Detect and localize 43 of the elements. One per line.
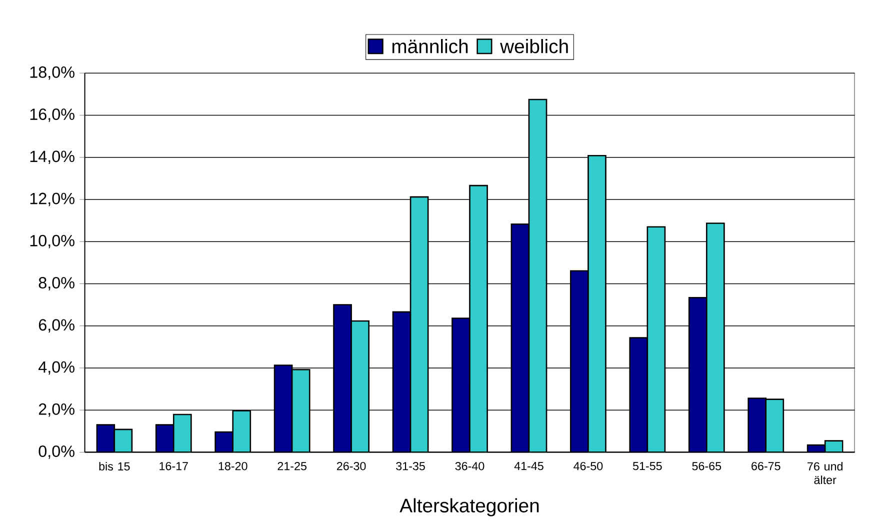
x-tick-label: 18-20 <box>218 462 248 470</box>
bar <box>629 337 648 452</box>
bar <box>274 364 293 452</box>
x-tick-label: 51-55 <box>632 462 662 470</box>
bar <box>570 270 589 452</box>
bar <box>688 296 708 452</box>
bar <box>510 223 530 452</box>
bar <box>291 368 310 452</box>
bar <box>392 311 412 452</box>
y-tick-label: 8,0% <box>38 276 74 290</box>
y-tick-label: 2,0% <box>38 403 74 417</box>
y-tick-label: 6,0% <box>38 318 74 332</box>
x-tick-label: 66-75 <box>752 462 780 470</box>
y-tick-label: 12,0% <box>30 192 74 206</box>
y-tick-label: 14,0% <box>30 150 74 164</box>
bar <box>333 304 352 452</box>
x-tick-label: bis 15 <box>99 462 130 470</box>
x-tick-label: 21-25 <box>278 462 306 470</box>
x-tick-label: 41-45 <box>514 462 544 470</box>
y-tick-label: 18,0% <box>30 66 74 80</box>
bar <box>452 317 470 452</box>
bar <box>350 320 370 452</box>
y-tick-label: 0,0% <box>38 445 74 459</box>
x-tick-label: 26-30 <box>336 462 366 470</box>
x-axis-title: Alterskategorien <box>400 498 539 516</box>
x-tick-label: 16-17 <box>160 462 188 470</box>
x-tick-label: 76 und älter <box>808 462 842 484</box>
x-tick-label: 31-35 <box>396 462 425 470</box>
bar <box>706 222 725 452</box>
x-tick-label: 36-40 <box>455 462 484 470</box>
bar <box>528 98 548 452</box>
y-tick-label: 10,0% <box>30 234 74 248</box>
y-tick-label: 4,0% <box>38 361 74 374</box>
bar <box>469 184 488 452</box>
bar <box>410 196 429 452</box>
bar <box>588 154 606 452</box>
x-tick-label: 56-65 <box>692 462 722 470</box>
y-tick-label: 16,0% <box>30 108 74 122</box>
bar <box>646 226 666 452</box>
x-tick-label: 46-50 <box>574 462 603 470</box>
legend-label: männlich <box>392 38 468 54</box>
bar <box>765 398 784 452</box>
legend-label: weiblich <box>500 38 568 54</box>
